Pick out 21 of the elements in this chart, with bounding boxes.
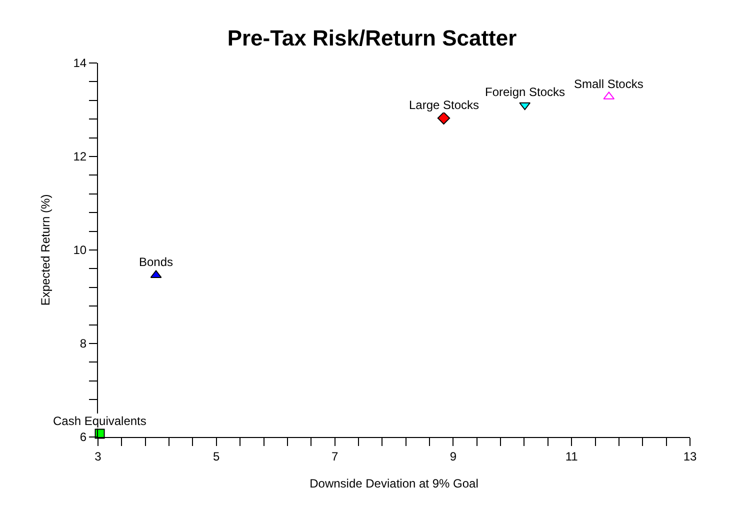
x-tick-label: 11 bbox=[565, 449, 578, 464]
x-tick-label: 7 bbox=[331, 449, 338, 464]
y-axis-title: Expected Return (%) bbox=[38, 194, 53, 306]
x-tick-label: 9 bbox=[450, 449, 457, 464]
y-tick-label: 12 bbox=[73, 150, 87, 164]
point bbox=[437, 112, 450, 125]
chart-title: Pre-Tax Risk/Return Scatter bbox=[227, 26, 518, 51]
x-tick-label: 5 bbox=[213, 449, 220, 464]
series-label: Bonds bbox=[139, 255, 174, 269]
y-tick-label: 6 bbox=[80, 430, 87, 444]
x-axis-title: Downside Deviation at 9% Goal bbox=[310, 476, 478, 490]
x-tick-label: 13 bbox=[683, 449, 697, 464]
series-label: Cash Equivalents bbox=[53, 414, 146, 428]
y-tick-label: 8 bbox=[80, 336, 87, 351]
series-label: Small Stocks bbox=[574, 77, 644, 91]
point bbox=[519, 102, 531, 110]
x-tick-label: 3 bbox=[94, 449, 102, 464]
series-label: Large Stocks bbox=[409, 98, 480, 112]
series-label: Foreign Stocks bbox=[485, 85, 566, 99]
y-tick-label: 14 bbox=[73, 56, 87, 70]
y-tick-label: 10 bbox=[73, 243, 87, 258]
